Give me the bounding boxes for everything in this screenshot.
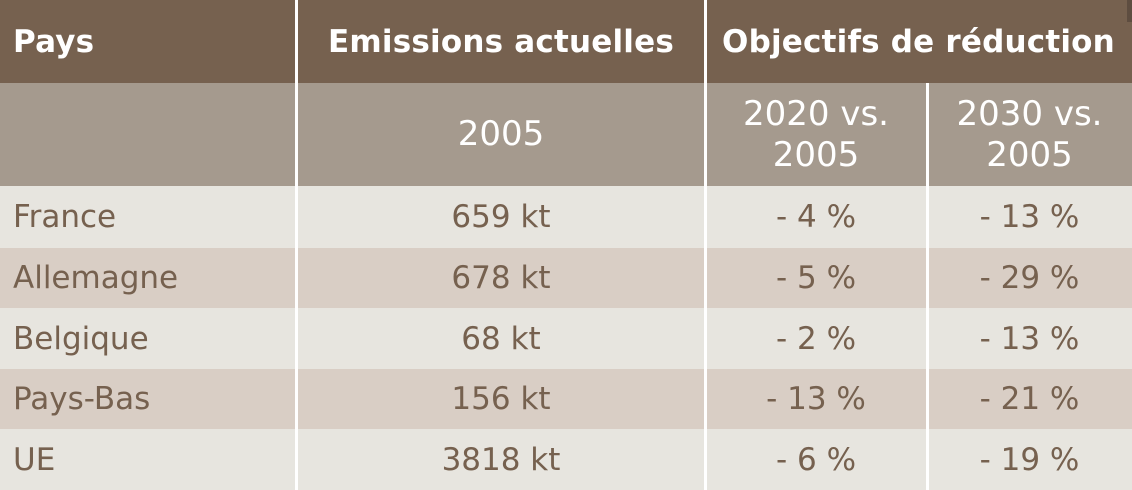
cell-target-2020: - 6 % [705, 429, 927, 490]
cell-emissions: 3818 kt [297, 429, 705, 490]
column-divider [295, 0, 298, 490]
cell-target-2030: - 19 % [927, 429, 1132, 490]
corner-strip [1127, 0, 1132, 22]
subheader-target-2030-label: 2030 vs. 2005 [956, 93, 1103, 175]
cell-emissions: 678 kt [297, 248, 705, 308]
cell-target-2020: - 5 % [705, 248, 927, 308]
header-targets-label: Objectifs de réduction [722, 23, 1115, 60]
column-divider [926, 83, 929, 490]
header-targets: Objectifs de réduction [705, 0, 1132, 83]
cell-emissions: 659 kt [297, 186, 705, 248]
cell-country: UE [0, 429, 297, 490]
subheader-emissions-year: 2005 [297, 83, 705, 186]
cell-emissions: 68 kt [297, 308, 705, 369]
cell-target-2030: - 13 % [927, 308, 1132, 369]
cell-target-2030: - 21 % [927, 369, 1132, 429]
cell-country: Allemagne [0, 248, 297, 308]
subheader-emissions-year-label: 2005 [457, 114, 545, 154]
cell-country: France [0, 186, 297, 248]
subheader-target-2030: 2030 vs. 2005 [927, 83, 1132, 186]
cell-emissions: 156 kt [297, 369, 705, 429]
cell-target-2030: - 29 % [927, 248, 1132, 308]
subheader-target-2020-label: 2020 vs. 2005 [743, 93, 889, 175]
subheader-target-2020: 2020 vs. 2005 [705, 83, 927, 186]
cell-target-2020: - 13 % [705, 369, 927, 429]
header-country-label: Pays [13, 23, 95, 60]
header-country: Pays [0, 0, 297, 83]
cell-target-2030: - 13 % [927, 186, 1132, 248]
subheader-empty [0, 83, 297, 186]
cell-country: Belgique [0, 308, 297, 369]
column-divider [704, 0, 707, 490]
cell-country: Pays-Bas [0, 369, 297, 429]
cell-target-2020: - 4 % [705, 186, 927, 248]
header-emissions: Emissions actuelles [297, 0, 705, 83]
header-emissions-label: Emissions actuelles [328, 23, 674, 60]
cell-target-2020: - 2 % [705, 308, 927, 369]
